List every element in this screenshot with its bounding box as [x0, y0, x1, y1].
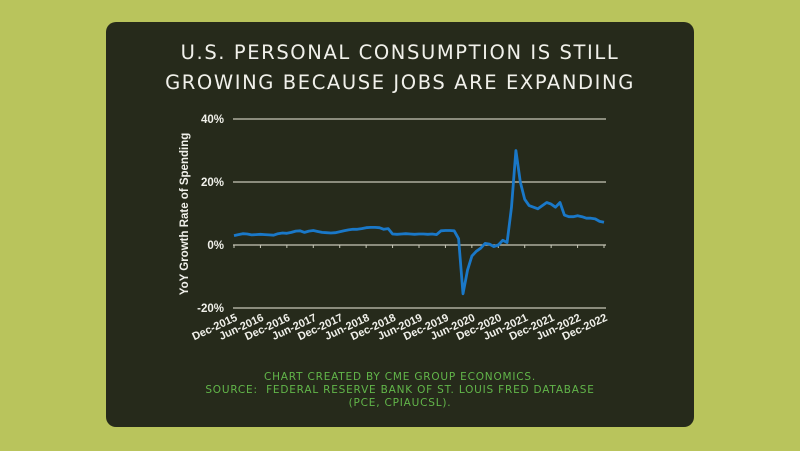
- chart-card: U.S. PERSONAL CONSUMPTION IS STILL GROWI…: [106, 22, 694, 427]
- chart-source-note: CHART CREATED BY CME GROUP ECONOMICS. SO…: [106, 371, 694, 410]
- chart-title: U.S. PERSONAL CONSUMPTION IS STILL GROWI…: [106, 38, 694, 98]
- footer-line-3: (PCE, CPIAUCSL).: [348, 397, 452, 409]
- y-tick-label: 40%: [201, 114, 224, 126]
- y-tick-label: 20%: [201, 177, 224, 189]
- y-tick-label: 0%: [207, 240, 224, 252]
- chart-title-line-1: U.S. PERSONAL CONSUMPTION IS STILL: [180, 41, 620, 64]
- y-tick-label: -20%: [197, 303, 224, 315]
- series-line-pce: [233, 149, 605, 296]
- chart-title-line-2: GROWING BECAUSE JOBS ARE EXPANDING: [165, 71, 635, 94]
- footer-line-1: CHART CREATED BY CME GROUP ECONOMICS.: [263, 371, 537, 383]
- y-axis-label: YoY Growth Rate of Spending: [179, 133, 191, 296]
- footer-line-2: SOURCE: FEDERAL RESERVE BANK OF ST. LOUI…: [205, 384, 595, 396]
